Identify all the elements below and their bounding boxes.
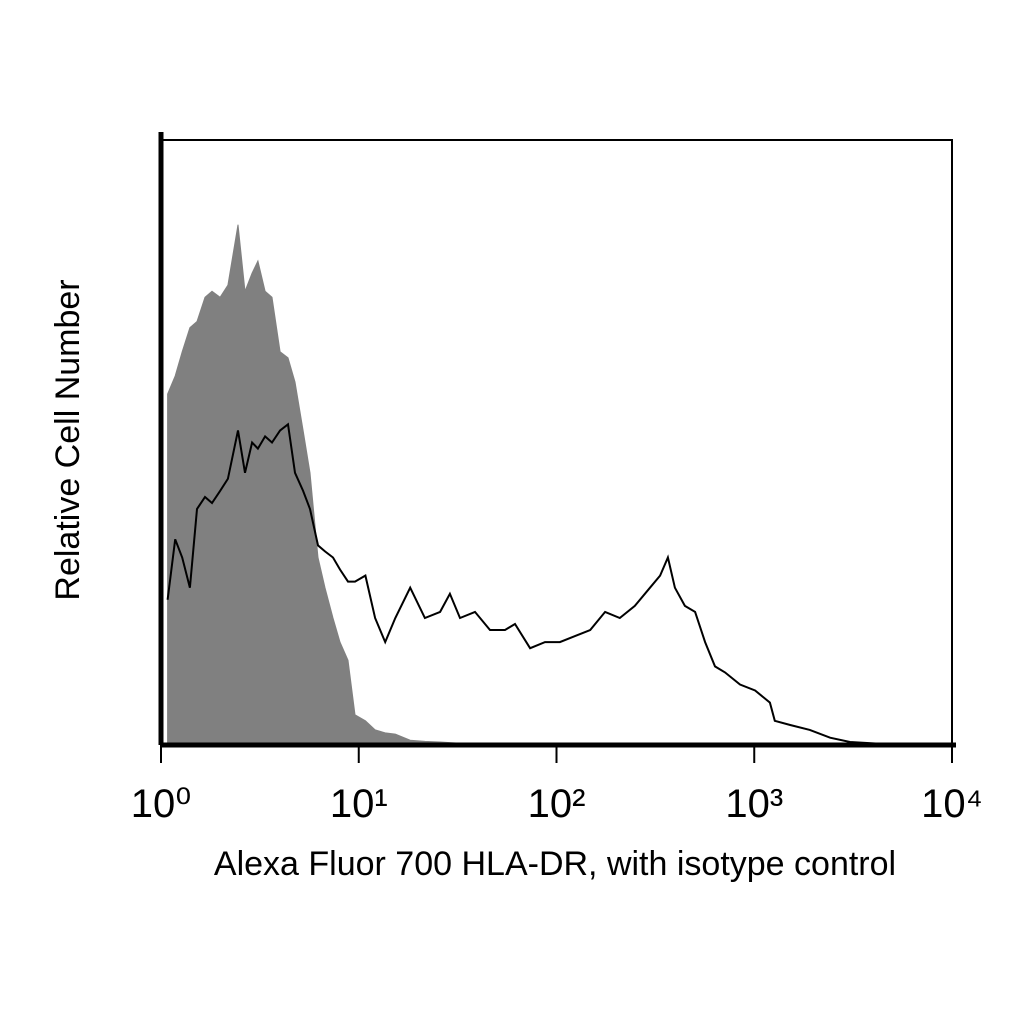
y-axis-label: Relative Cell Number xyxy=(49,279,87,600)
x-tick-label: 10¹ xyxy=(330,782,388,826)
x-axis-label: Alexa Fluor 700 HLA-DR, with isotype con… xyxy=(214,845,896,883)
x-tick-label: 10⁰ xyxy=(131,782,192,826)
line xyxy=(166,422,951,746)
x-tick-label: 10² xyxy=(528,782,586,826)
x-tick-label: 10⁴ xyxy=(921,782,983,826)
x-tick-label: 10³ xyxy=(725,782,783,826)
